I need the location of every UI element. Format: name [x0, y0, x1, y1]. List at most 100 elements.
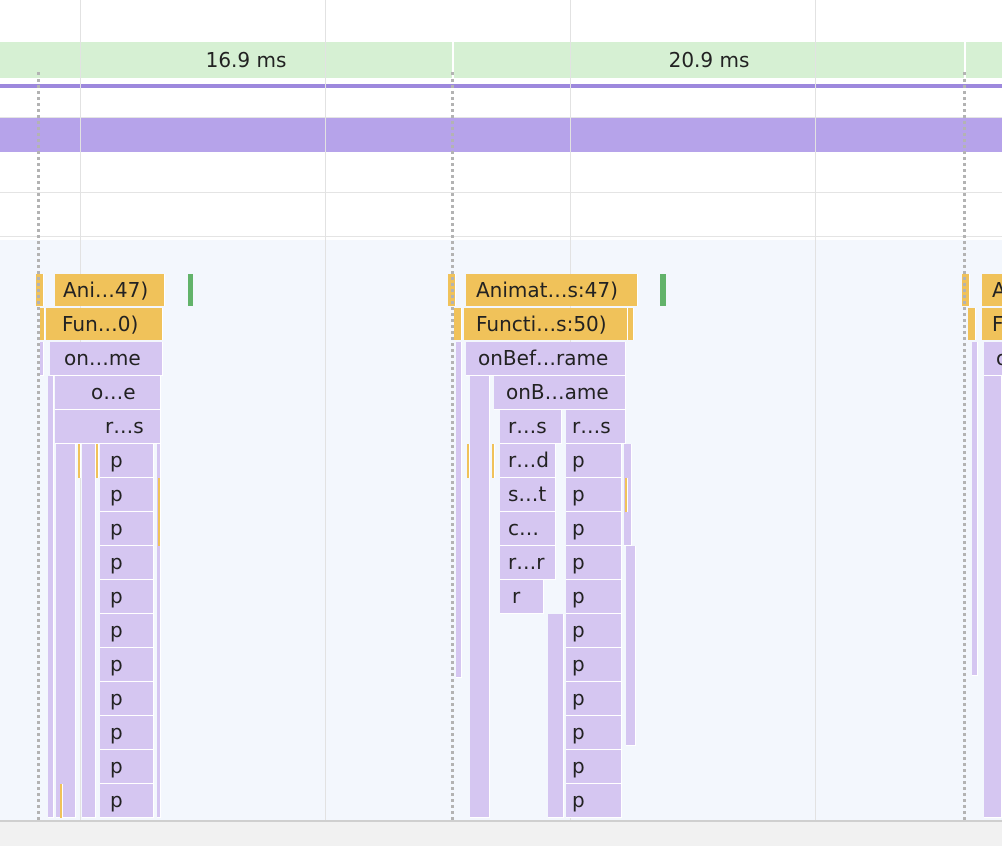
flame-sliver[interactable]: [548, 614, 564, 818]
animation-line: [0, 84, 1002, 88]
flame-sliver[interactable]: [470, 376, 490, 818]
flame-sliver[interactable]: [158, 512, 161, 546]
flame-event[interactable]: p: [100, 580, 154, 614]
flame-sliver[interactable]: [40, 308, 45, 340]
event-label: p: [572, 652, 585, 676]
flame-sliver[interactable]: [626, 546, 636, 746]
flame-event[interactable]: r…s: [55, 410, 161, 444]
flame-sliver[interactable]: [456, 342, 462, 678]
flame-sliver[interactable]: [625, 478, 628, 512]
event-label: p: [110, 720, 123, 744]
flame-event[interactable]: p: [566, 580, 622, 614]
flame-event[interactable]: p: [100, 614, 154, 648]
flame-event[interactable]: p: [100, 716, 154, 750]
paint-event[interactable]: [660, 274, 666, 306]
flame-sliver[interactable]: [60, 784, 63, 818]
grid-line: [815, 0, 816, 820]
animation-frame-fired-event[interactable]: A: [982, 274, 1002, 306]
flame-sliver[interactable]: [467, 444, 470, 478]
flame-sliver[interactable]: [962, 274, 970, 306]
flame-sliver[interactable]: [454, 308, 462, 340]
flame-event[interactable]: p: [100, 648, 154, 682]
flame-event[interactable]: p: [566, 444, 622, 478]
flame-event[interactable]: p: [566, 750, 622, 784]
animation-frame-fired-event[interactable]: Ani…47): [55, 274, 165, 306]
event-label: p: [572, 618, 585, 642]
flame-event[interactable]: s…t: [500, 478, 556, 512]
flame-event[interactable]: c…: [500, 512, 556, 546]
event-label: p: [572, 720, 585, 744]
flame-sliver[interactable]: [78, 444, 81, 478]
flame-sliver[interactable]: [972, 342, 978, 676]
event-label: p: [572, 788, 585, 812]
flame-event[interactable]: r: [500, 580, 544, 614]
flame-event[interactable]: p: [566, 784, 622, 818]
flame-event[interactable]: p: [100, 546, 154, 580]
flame-event[interactable]: p: [566, 512, 622, 546]
event-label: p: [110, 584, 123, 608]
event-label: r…d: [508, 448, 549, 472]
event-label: p: [572, 550, 585, 574]
flame-sliver[interactable]: [96, 444, 99, 478]
flame-sliver[interactable]: [48, 376, 54, 818]
flame-event[interactable]: p: [566, 478, 622, 512]
event-label: p: [110, 482, 123, 506]
flame-sliver[interactable]: [157, 444, 161, 818]
event-label: c…: [508, 516, 539, 540]
flame-sliver[interactable]: [984, 376, 1002, 818]
paint-event[interactable]: [188, 274, 193, 306]
flame-event[interactable]: p: [100, 444, 154, 478]
flame-event[interactable]: o…e: [55, 376, 161, 410]
flame-event[interactable]: p: [100, 750, 154, 784]
event-label: Fun…0): [62, 312, 139, 336]
flame-sliver[interactable]: [628, 308, 634, 340]
flame-event[interactable]: on…me: [50, 342, 163, 376]
flame-sliver[interactable]: [624, 444, 632, 546]
flame-event[interactable]: onB…ame: [494, 376, 626, 410]
event-label: p: [110, 516, 123, 540]
flame-sliver[interactable]: [40, 342, 44, 376]
flame-event[interactable]: p: [566, 648, 622, 682]
flame-event[interactable]: onBef…rame: [466, 342, 626, 376]
event-label: Ani…47): [63, 278, 149, 302]
frame-boundary-line: [451, 72, 454, 820]
frame-duration-label[interactable]: 16.9 ms: [205, 48, 287, 72]
flame-event[interactable]: p: [566, 716, 622, 750]
event-label: p: [110, 788, 123, 812]
flame-sliver[interactable]: [158, 478, 161, 512]
flame-event[interactable]: p: [100, 682, 154, 716]
animation-frame-fired-event[interactable]: Animat…s:47): [466, 274, 638, 306]
flame-sliver[interactable]: [56, 444, 76, 818]
animation-track-bar[interactable]: [0, 118, 1002, 152]
flame-sliver[interactable]: [36, 274, 44, 306]
bottom-scroll-area[interactable]: [0, 820, 1002, 846]
event-label: o: [996, 346, 1002, 370]
flame-event[interactable]: p: [566, 682, 622, 716]
flame-event[interactable]: p: [566, 614, 622, 648]
flame-event[interactable]: p: [100, 478, 154, 512]
event-label: Functi…s:50): [476, 312, 607, 336]
frame-duration-label[interactable]: 20.9 ms: [668, 48, 750, 72]
flame-sliver[interactable]: [968, 308, 976, 340]
flame-event[interactable]: r…r: [500, 546, 556, 580]
event-label: p: [110, 686, 123, 710]
flame-event[interactable]: o: [984, 342, 1002, 376]
event-label: p: [572, 754, 585, 778]
event-label: p: [572, 448, 585, 472]
flame-sliver[interactable]: [82, 444, 96, 818]
frame-divider: [964, 42, 966, 78]
function-call-event[interactable]: F: [982, 308, 1002, 340]
frames-track[interactable]: [0, 42, 1002, 78]
flame-event[interactable]: p: [566, 546, 622, 580]
flame-event[interactable]: r…d: [500, 444, 556, 478]
flame-event[interactable]: r…s: [566, 410, 626, 444]
grid-line: [325, 0, 326, 820]
function-call-event[interactable]: Fun…0): [46, 308, 163, 340]
flame-event[interactable]: p: [100, 512, 154, 546]
flame-event[interactable]: p: [100, 784, 154, 818]
flame-sliver[interactable]: [492, 444, 495, 478]
function-call-event[interactable]: Functi…s:50): [464, 308, 628, 340]
event-label: onB…ame: [506, 380, 609, 404]
flame-event[interactable]: r…s: [500, 410, 562, 444]
